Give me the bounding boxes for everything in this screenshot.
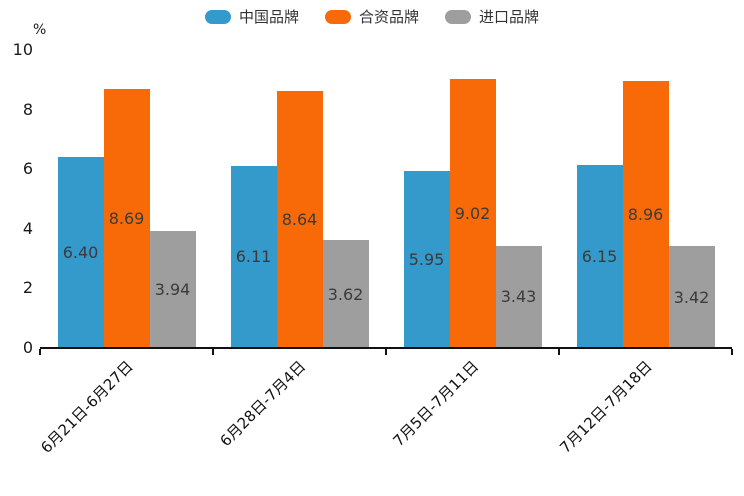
bar: 3.43 [495,245,542,348]
legend-swatch-icon [445,10,471,24]
bar: 3.42 [668,246,715,348]
bar-value-label: 8.69 [108,209,145,228]
x-axis-line [40,347,732,349]
bar-value-label: 3.42 [673,287,710,307]
x-axis-tick [385,349,387,355]
legend-label: 进口品牌 [479,8,540,26]
legend-label: 合资品牌 [358,8,419,26]
bar: 9.02 [449,79,496,348]
bar: 6.40 [57,157,104,348]
bar-value-label: 8.96 [627,204,664,224]
bar-value-label: 5.95 [408,249,445,269]
bar: 6.15 [576,164,623,348]
y-axis-unit-label: % [33,22,47,38]
bar-value-label: 6.15 [581,246,618,266]
x-category-label: 6月28日-7月4日 [216,357,310,451]
legend-label: 中国品牌 [238,8,299,26]
legend-item: 合资品牌 [324,8,419,26]
x-axis-tick [558,349,560,355]
bar: 3.62 [322,240,369,348]
bar: 5.95 [403,170,450,348]
bar-value-label: 3.43 [500,287,537,307]
bar-value-label: 9.02 [454,204,491,224]
bar: 6.11 [230,165,277,348]
bar: 8.96 [622,80,669,348]
x-axis-tick [39,349,41,355]
y-tick-label: 0 [22,338,33,357]
bar-value-label: 3.94 [154,279,191,299]
y-tick-label: 2 [22,278,33,298]
x-category-label: 7月12日-7月18日 [556,357,656,457]
bar: 3.94 [149,230,196,348]
y-tick-label: 8 [22,99,33,119]
chart-legend: 中国品牌 合资品牌 进口品牌 [0,8,744,26]
x-axis-tick [212,349,214,355]
y-tick-label: 6 [22,159,33,179]
bar-value-label: 6.11 [235,247,272,267]
bar-value-label: 8.64 [281,209,318,229]
legend-item: 中国品牌 [204,8,299,26]
x-axis-tick [731,349,733,355]
x-category-label: 6月21日-6月27日 [37,357,137,457]
x-category-label: 7月5日-7月11日 [389,357,483,451]
bar-value-label: 6.40 [62,243,99,263]
legend-swatch-icon [204,10,231,24]
bar: 8.69 [103,89,150,348]
bar: 8.64 [276,90,323,348]
bar-value-label: 3.62 [327,284,364,304]
y-tick-label: 4 [22,218,33,238]
y-tick-label: 10 [12,40,33,59]
legend-item: 进口品牌 [445,8,539,26]
legend-swatch-icon [324,10,351,24]
